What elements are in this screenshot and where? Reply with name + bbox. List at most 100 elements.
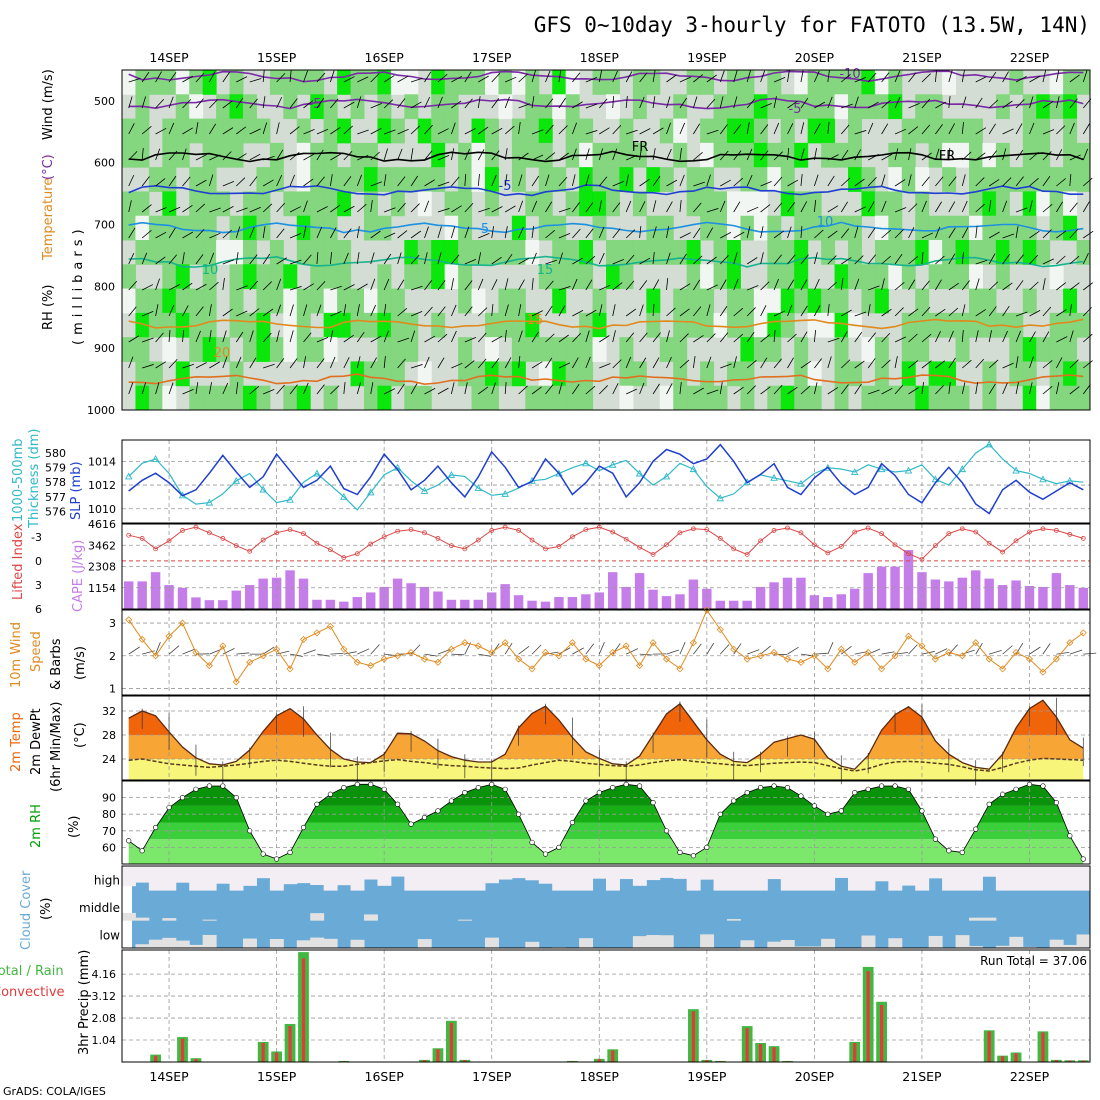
rh-cell-dry	[1063, 191, 1078, 217]
wind-barb	[182, 75, 194, 83]
wind-barb	[558, 305, 566, 317]
precip-conv-bar	[194, 1058, 198, 1062]
thickness-marker	[474, 484, 483, 492]
cloud-cell	[417, 939, 432, 948]
rh-cell	[915, 215, 930, 241]
wind-barb	[330, 310, 342, 317]
rh-marker	[448, 798, 454, 804]
wind-barb	[747, 285, 759, 291]
precip-conv-bar	[853, 1042, 857, 1062]
wind-barb-10m	[706, 642, 715, 655]
rh-cell-dry	[619, 385, 634, 411]
rh-cell	[243, 118, 257, 144]
thickness-marker	[770, 473, 778, 481]
rh-cell	[202, 215, 217, 241]
wind-barb	[1069, 122, 1075, 135]
wind-barb	[948, 307, 959, 317]
rh-cell	[713, 118, 728, 144]
wind-barb	[330, 70, 335, 83]
wind-barb	[585, 77, 598, 83]
wind-barb	[1015, 176, 1024, 187]
rh-marker	[610, 785, 616, 791]
rh-cell	[659, 240, 674, 265]
wind-barb	[142, 311, 154, 317]
rh-cell	[915, 118, 930, 144]
wind-barb	[383, 388, 396, 395]
slp-tick: 1014	[88, 455, 116, 468]
wind-barb	[612, 383, 619, 395]
wind-barb	[625, 71, 633, 83]
precip-conv-bar	[1081, 1060, 1085, 1062]
wind-barb	[155, 332, 164, 343]
rh-cell	[269, 337, 284, 362]
wind-barb	[612, 202, 621, 213]
wind-barb	[289, 330, 294, 343]
wind-barb	[316, 280, 326, 291]
rh-cell	[431, 118, 446, 144]
rh-cell	[834, 288, 849, 314]
wind-barb	[867, 201, 875, 213]
rh-cell	[498, 70, 513, 95]
wind-barb	[491, 382, 496, 395]
wind-barb	[935, 279, 942, 291]
date-label-bottom: 17SEP	[472, 1069, 512, 1084]
wind-barb	[128, 306, 137, 317]
wind-barb	[518, 226, 524, 239]
wind-barb	[141, 125, 152, 135]
rh-cell	[565, 118, 580, 144]
wind-barb	[719, 70, 725, 83]
ylabel-lifted-part: Lifted Index	[11, 523, 26, 600]
wind-barb	[195, 203, 206, 213]
wind-barb	[289, 206, 301, 213]
wind-barb	[787, 357, 794, 369]
wind-barb	[814, 252, 818, 265]
rh-cell	[1049, 312, 1064, 338]
date-label-top: 18SEP	[580, 50, 620, 65]
lifted-marker	[664, 542, 669, 548]
wind-barb	[222, 356, 228, 369]
cloud-cell	[915, 866, 930, 891]
wind-barb	[437, 226, 442, 239]
rh-cell	[1009, 240, 1024, 265]
ylabel-cloud-part: Cloud Cover	[19, 870, 34, 950]
rh-cell	[337, 191, 352, 217]
wind-barb	[222, 382, 229, 395]
wind-barb	[881, 255, 891, 265]
wind-barb	[249, 176, 258, 187]
lifted-marker	[771, 528, 777, 533]
rh-cell	[552, 288, 567, 314]
wind-barb	[383, 253, 392, 265]
precip-tick: 1.04	[92, 1034, 117, 1047]
cloud-cell	[162, 937, 177, 948]
wind-barb	[706, 389, 719, 395]
wind-marker	[219, 642, 227, 650]
wind-barb	[263, 389, 275, 395]
wind-barb	[451, 100, 462, 109]
rh-cell	[727, 312, 741, 338]
wind-barb	[451, 122, 456, 135]
rh-cell-dry	[807, 312, 822, 338]
wind-barb	[975, 152, 986, 161]
wind-barb	[384, 129, 396, 135]
wind-barb	[666, 356, 672, 369]
rh-cell	[753, 118, 768, 144]
rh-cell	[256, 385, 271, 411]
rh-cell	[364, 142, 378, 168]
ylabel-precip-part: 3hr Precip (mm)	[77, 950, 92, 1055]
wind-barb	[303, 304, 308, 317]
rh-cell	[269, 142, 284, 168]
wind-barb	[733, 278, 739, 291]
wind-barb	[625, 280, 635, 291]
rh-marker	[139, 848, 145, 854]
date-label-bottom: 15SEP	[257, 1069, 297, 1084]
lifted-marker	[327, 547, 333, 553]
cloud-cell	[1009, 866, 1024, 891]
cloud-cell	[646, 935, 661, 948]
wind-barb	[1029, 382, 1033, 395]
wind-barb	[182, 305, 189, 317]
rh-cell-dry	[794, 70, 809, 95]
wind-barb	[303, 382, 309, 395]
rh-cell	[283, 264, 298, 290]
wind-barb	[504, 330, 507, 343]
wind-barb	[357, 283, 368, 291]
